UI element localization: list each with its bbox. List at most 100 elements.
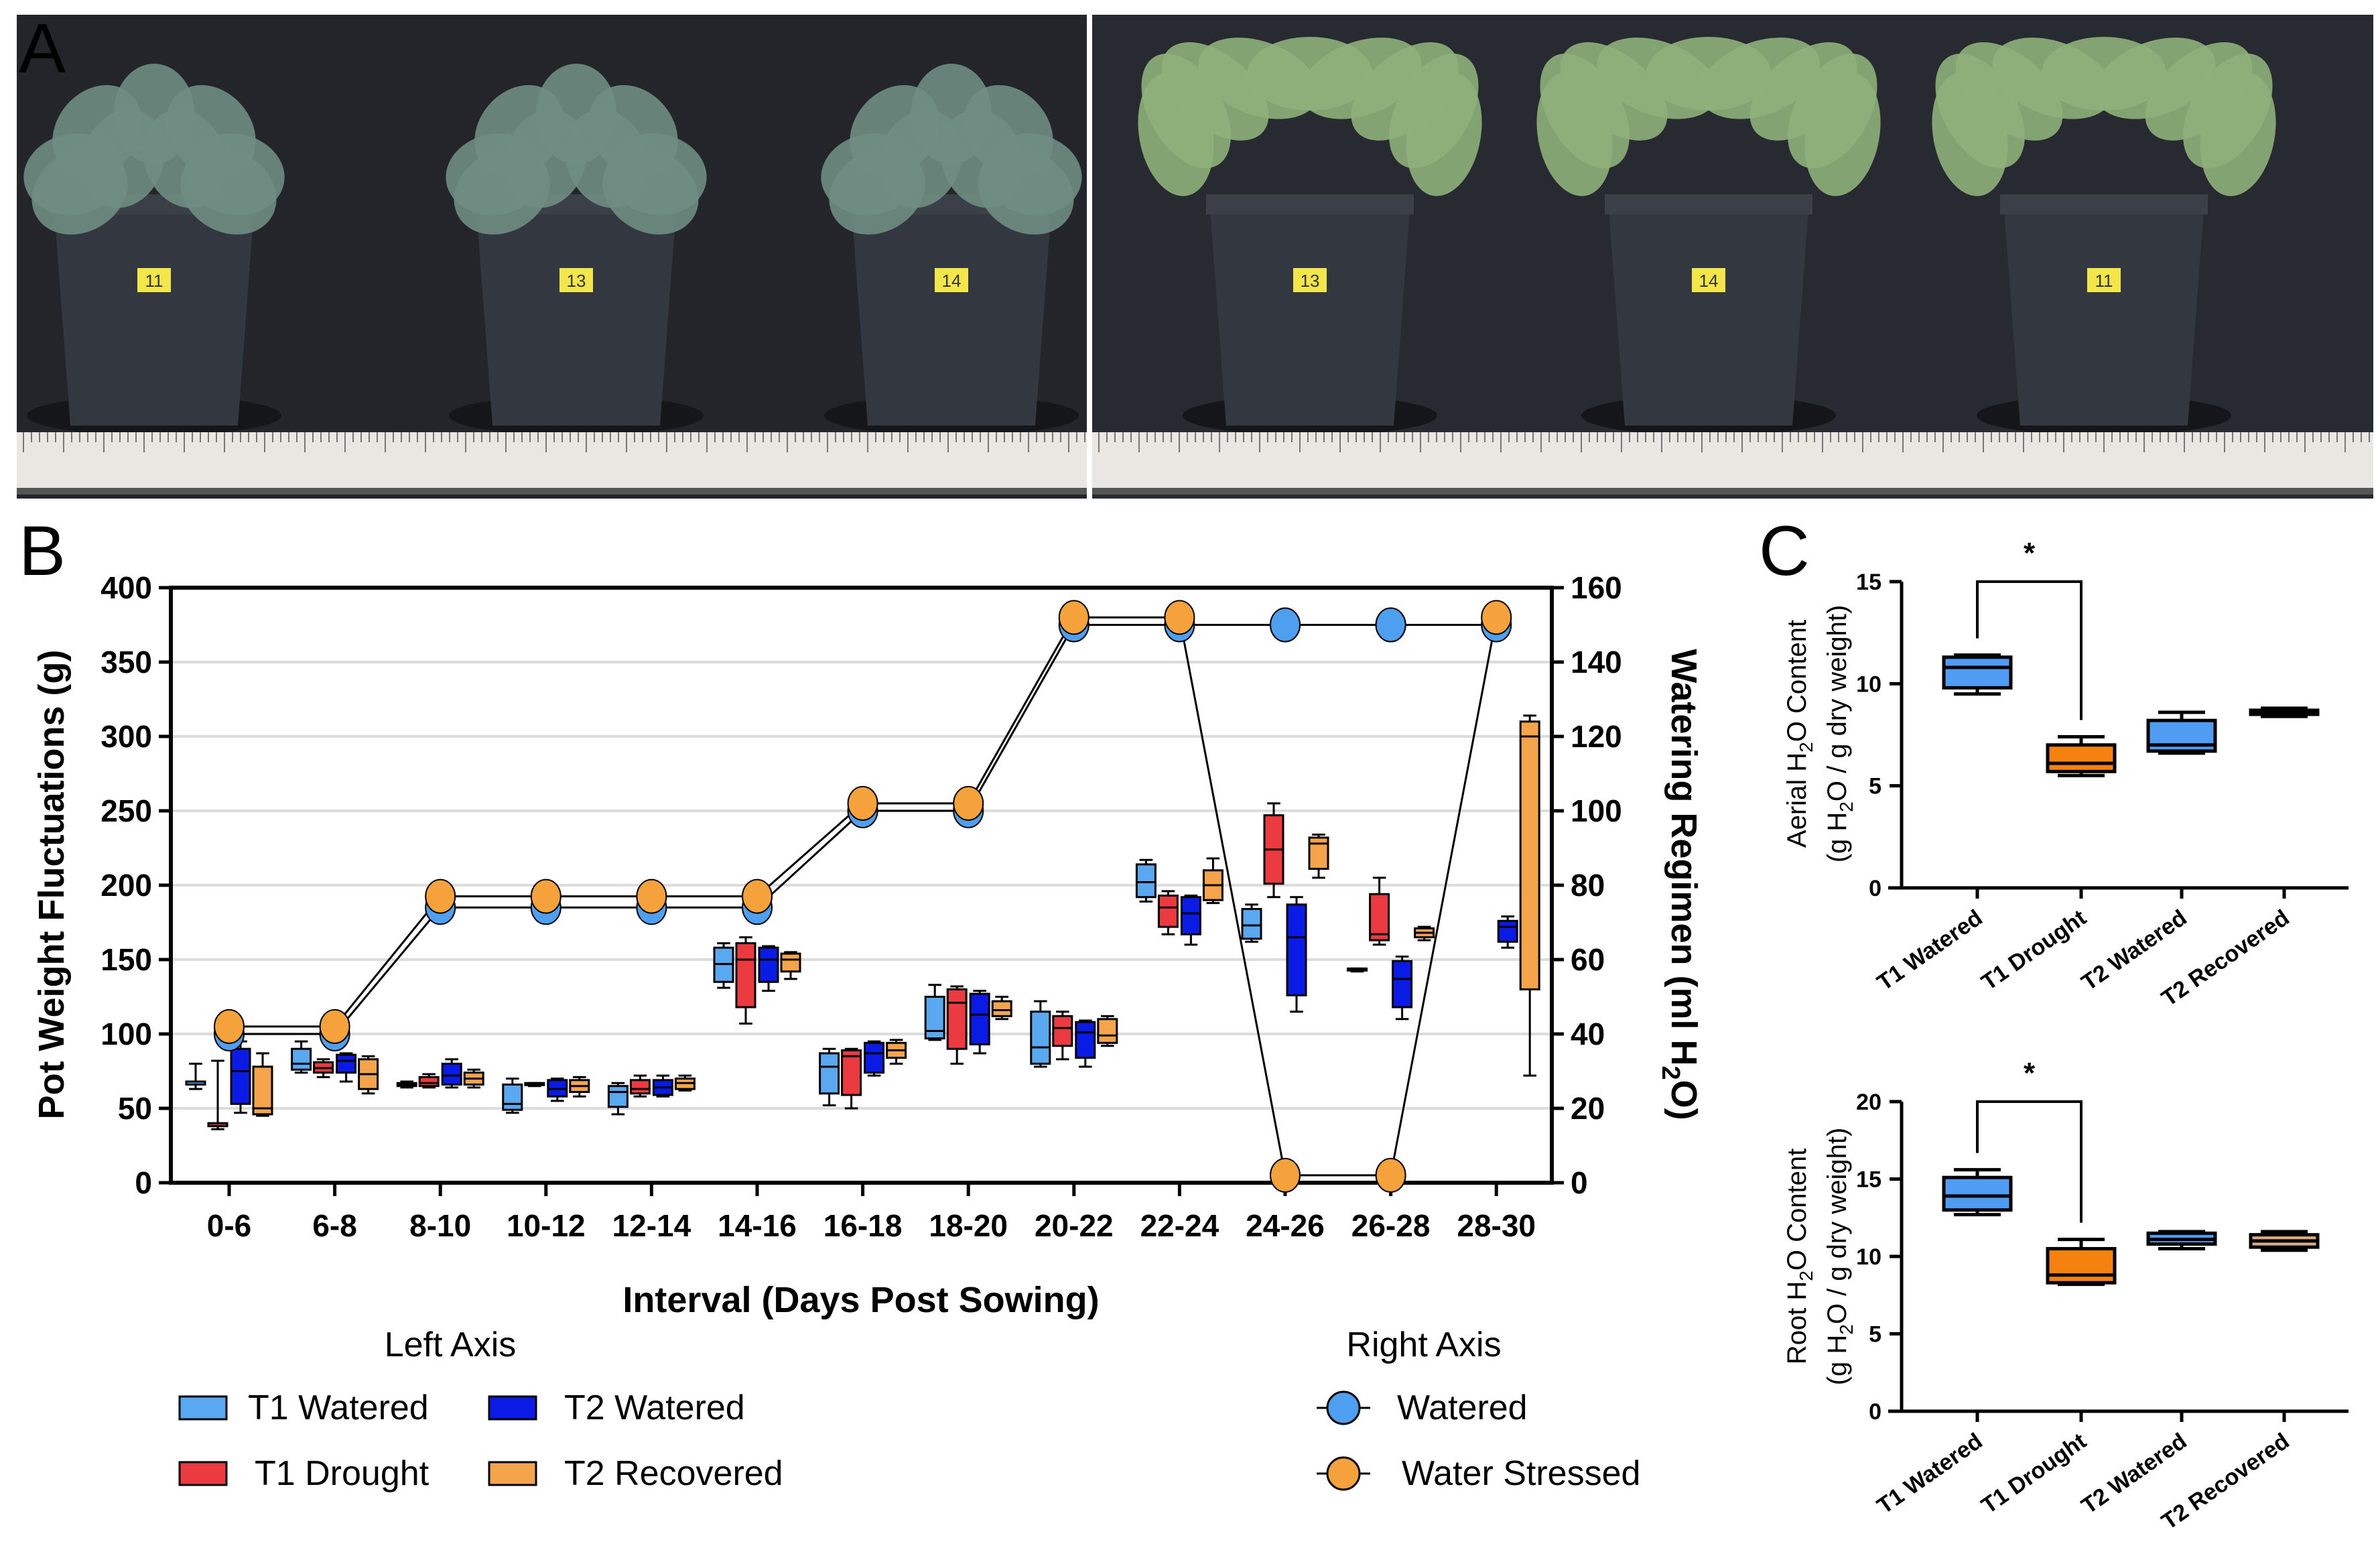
x-tick-label: T1 Watered [1873, 1428, 1987, 1519]
x-tick-label: 6-8 [312, 1208, 356, 1243]
box-t2-watered [1497, 919, 1518, 943]
x-tick-label: 0-6 [207, 1208, 251, 1243]
y-right-tick-label: 140 [1571, 645, 1622, 679]
x-tick-label: 8-10 [409, 1208, 471, 1243]
significance-bracket [1976, 580, 2082, 720]
y-right-tick-label: 100 [1571, 793, 1622, 828]
point-water-stressed [1270, 1157, 1301, 1193]
box-t2-watered [1180, 896, 1201, 935]
ruler-left [17, 432, 1087, 493]
box-t1-watered [291, 1047, 312, 1071]
y-right-tick-label: 0 [1571, 1165, 1588, 1200]
point-water-stressed [847, 785, 878, 821]
pot-tag-label: 13 [567, 271, 586, 291]
leaf [1536, 72, 1613, 196]
box-t1-drought [946, 988, 968, 1050]
panel-label-c: C [1759, 512, 1810, 590]
box-t2-watered [758, 946, 779, 983]
point-watered [1375, 607, 1406, 643]
box-t1-drought [1157, 895, 1179, 928]
y-tick-label: 0 [135, 1165, 152, 1200]
box-t2-recovered [1519, 720, 1540, 990]
x-tick-label: 10-12 [507, 1208, 586, 1243]
point-water-stressed [1058, 600, 1089, 635]
b-ylabel-right: Watering Regimen (ml H2O) [1656, 649, 1704, 1120]
y-tick-label: 20 [1856, 1090, 1881, 1115]
box-t2-watered [1392, 960, 1413, 1008]
y-tick-label: 250 [101, 793, 152, 828]
y-tick-label: 100 [101, 1017, 152, 1051]
box-t1-watered [1942, 655, 2013, 690]
svg-text:Watered: Watered [1397, 1388, 1528, 1427]
x-tick-label: T1 Drought [1977, 905, 2091, 995]
ruler-edge [17, 488, 1087, 495]
b-xlabel: Interval (Days Post Sowing) [622, 1280, 1099, 1320]
x-tick-label: T1 Drought [1977, 1428, 2091, 1518]
y-tick-label: 10 [1856, 1244, 1881, 1270]
legend-item-t2-watered: T2 Watered [488, 1388, 745, 1427]
y-right-tick-label: 120 [1571, 719, 1622, 754]
pot-tag-label: 14 [942, 271, 962, 291]
point-water-stressed [953, 785, 984, 821]
box-t2-recovered [991, 1000, 1012, 1017]
legend-right-title: Right Axis [1346, 1325, 1501, 1364]
leaf [821, 133, 921, 215]
pot [54, 201, 255, 426]
ruler-edge [1092, 488, 2373, 495]
box-t1-drought [2046, 1246, 2117, 1285]
box-t2-watered [441, 1062, 462, 1086]
point-water-stressed [319, 1008, 350, 1044]
chart-b: 0 50 100 150 200 250 300 350 400 0 20 40 60 80 100 120 1… [101, 570, 1622, 1243]
y-tick-label: 5 [1869, 774, 1881, 799]
pot-tag [137, 268, 171, 292]
pot [1209, 201, 1410, 426]
box-t1-watered [502, 1083, 523, 1111]
y-tick-label: 300 [101, 719, 152, 754]
box-t2-recovered [1308, 836, 1329, 870]
pot-tag [1293, 268, 1327, 292]
x-tick-label: 14-16 [718, 1208, 797, 1243]
point-water-stressed [214, 1008, 245, 1044]
box-t2-watered [969, 992, 990, 1046]
c1-ylabel: Aerial H2O Content [1782, 620, 1816, 848]
box-t2-watered [1075, 1021, 1096, 1059]
box-t1-drought [1052, 1015, 1073, 1047]
x-tick-label: 18-20 [929, 1208, 1008, 1243]
y-right-tick-label: 160 [1571, 570, 1622, 605]
x-tick-label: 28-30 [1457, 1208, 1536, 1243]
legend-item-t2-recovered: T2 Recovered [488, 1454, 783, 1493]
point-water-stressed [636, 878, 667, 914]
b-ylabel: Pot Weight Fluctuations (g) [31, 650, 72, 1120]
y-tick-label: 400 [101, 570, 152, 605]
legend-b: Left Axis T1 Watered T2 Watered T1 Droug… [178, 1325, 1640, 1493]
svg-text:Water Stressed: Water Stressed [1402, 1454, 1640, 1493]
svg-text:T1 Drought: T1 Drought [255, 1454, 429, 1493]
x-tick-label: 16-18 [823, 1208, 903, 1243]
leaf [1932, 72, 2008, 196]
x-tick-label: T1 Watered [1873, 905, 1987, 996]
box-t1-drought [1369, 893, 1390, 941]
y-tick-label: 200 [101, 868, 152, 903]
x-tick-label: 20-22 [1035, 1208, 1114, 1243]
leaf [1138, 72, 1214, 196]
box-t2-watered [230, 1047, 251, 1105]
y-tick-label: 150 [101, 942, 152, 977]
pot [851, 201, 1052, 426]
svg-text:T2 Watered: T2 Watered [564, 1388, 745, 1427]
box-t1-drought [841, 1049, 862, 1096]
y-tick-label: 5 [1869, 1322, 1881, 1348]
panel-label-b: B [19, 512, 66, 590]
pot-tag-label: 11 [2095, 271, 2113, 291]
box-t2-watered [1286, 903, 1307, 996]
point-water-stressed [1481, 600, 1512, 635]
legend-item-t1-drought: T1 Drought [178, 1454, 429, 1493]
y-right-tick-label: 60 [1571, 942, 1605, 977]
box-t1-drought [629, 1079, 651, 1095]
box-t2-watered [864, 1041, 885, 1074]
legend-item-water-stressed: Water Stressed [1317, 1454, 1640, 1493]
box-t1-watered [819, 1052, 840, 1095]
y-right-tick-label: 20 [1571, 1091, 1605, 1126]
